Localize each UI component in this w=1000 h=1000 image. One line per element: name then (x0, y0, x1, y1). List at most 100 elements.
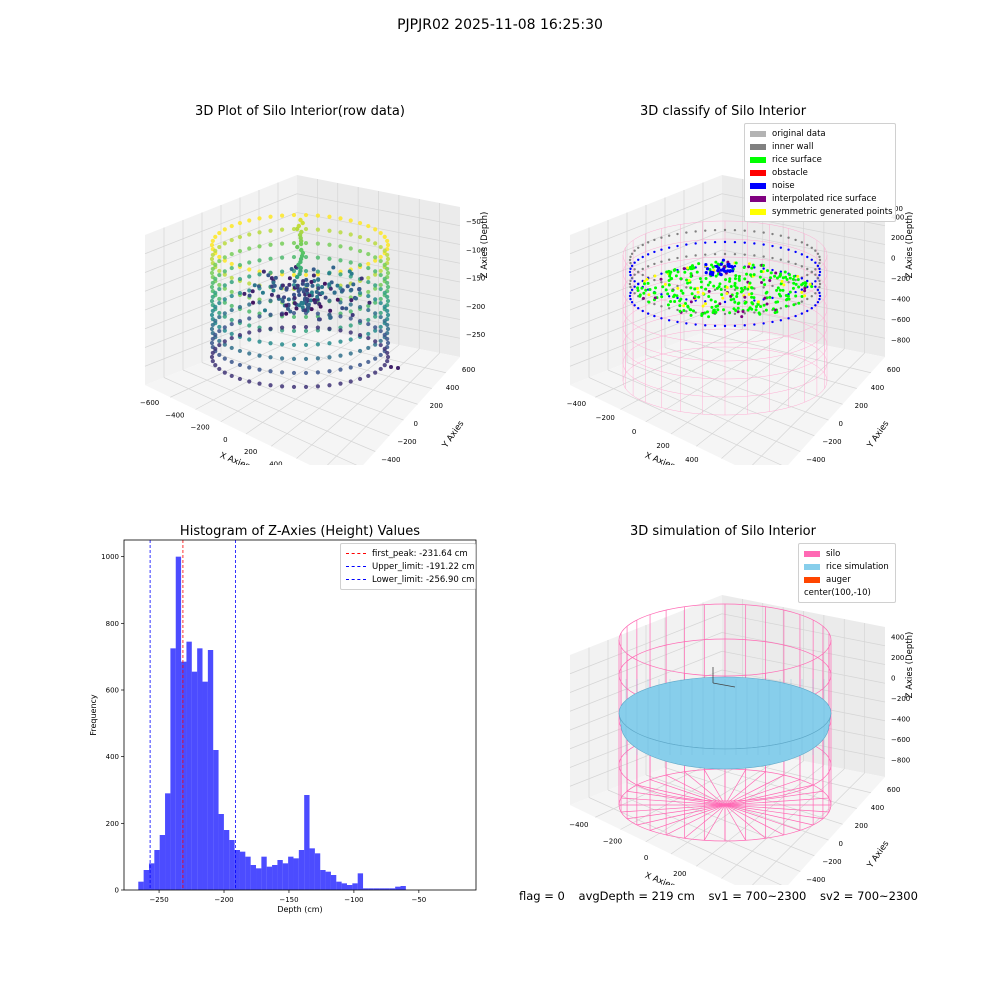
chart2-point (803, 289, 807, 293)
chart2-point (720, 293, 724, 297)
legend-label: first_peak: -231.64 cm (372, 548, 468, 559)
chart1-point (305, 288, 310, 293)
chart2-point (769, 271, 773, 275)
chart2-point (648, 287, 652, 291)
chart2-point (707, 295, 711, 299)
chart1-point (210, 252, 215, 258)
chart1-point (222, 258, 227, 263)
chart1-point (252, 283, 257, 288)
legend-label: obstacle (772, 167, 808, 178)
chart1-point (382, 346, 387, 352)
chart1-point (378, 300, 383, 306)
chart1-point (385, 326, 391, 332)
chart1-point (303, 226, 309, 232)
chart1-point (229, 237, 234, 243)
chart2-point (714, 260, 718, 264)
chart2-point (711, 265, 715, 269)
chart1-point (378, 366, 383, 372)
chart3-bar (363, 888, 369, 890)
chart2-point (794, 238, 797, 242)
chart2-point (818, 273, 821, 277)
chart2-point (788, 276, 792, 280)
chart2-point (636, 288, 640, 292)
chart3-bar (159, 835, 166, 890)
chart1-point (378, 244, 383, 250)
legend-label: inner wall (772, 141, 814, 152)
chart1-ztick: −200 (466, 303, 485, 311)
chart1-point (247, 351, 252, 356)
chart1-point (338, 258, 343, 263)
chart4-wire (704, 804, 726, 841)
chart2-point (653, 296, 657, 300)
chart2-point (743, 241, 746, 244)
chart1-point (327, 282, 332, 287)
chart2-point (654, 286, 658, 290)
chart2-point (733, 264, 737, 268)
chart2-point (711, 310, 715, 314)
chart2-point (644, 288, 648, 292)
chart2-point (666, 292, 670, 296)
chart1-point (338, 339, 343, 344)
chart2-point (806, 309, 809, 313)
chart2-ytick: 400 (871, 384, 884, 392)
chart1-point (213, 276, 218, 282)
chart1-point (222, 286, 227, 291)
chart1-point (373, 325, 378, 330)
chart3-bar (277, 860, 283, 890)
chart1-point (315, 294, 320, 299)
chart2-point (806, 273, 809, 277)
chart1-point (247, 232, 252, 237)
chart3-ytick: 400 (106, 753, 119, 761)
chart1-point (327, 271, 332, 276)
chart2-point (630, 301, 634, 304)
legend-label: symmetric generated points (772, 206, 893, 217)
chart1-point (373, 227, 378, 232)
chart2-zlabel: Z Axies (Depth) (905, 212, 915, 279)
chart2-point (700, 312, 704, 316)
chart2-point (730, 269, 735, 273)
chart2-point (641, 296, 645, 300)
chart4-wire (724, 804, 823, 820)
chart2-point (685, 286, 688, 289)
chart2-point (691, 309, 695, 313)
chart1-point (217, 282, 222, 288)
chart1-point (237, 332, 243, 338)
chart3-bar (293, 858, 299, 890)
chart1-point (247, 288, 252, 293)
chart1-point (378, 310, 383, 316)
chart4-ztick: −400 (891, 716, 910, 724)
chart1-point (373, 241, 378, 246)
chart4-ytick: 400 (871, 804, 884, 812)
chart4-xtick: 200 (673, 870, 686, 878)
chart1-point (256, 284, 261, 289)
chart1-point (373, 286, 378, 291)
chart3-bar (138, 881, 144, 890)
chart1-point (328, 315, 333, 320)
chart1-point (229, 359, 234, 365)
chart2-point (699, 280, 703, 284)
chart1-point (222, 311, 227, 316)
chart1-point (280, 283, 285, 288)
legend-label: noise (772, 180, 795, 191)
chart1-point (247, 337, 252, 342)
chart1-point (366, 303, 371, 309)
chart2-point (704, 276, 708, 280)
chart2-point (641, 243, 644, 247)
sv1-text: sv1 = 700~2300 (708, 889, 807, 903)
chart1-point (327, 355, 332, 360)
chart2-point (750, 286, 754, 290)
chart1-point (385, 350, 390, 356)
chart2-point (768, 276, 772, 280)
chart2-point (660, 260, 663, 263)
chart1-title: 3D Plot of Silo Interior(row data) (195, 104, 405, 119)
chart1-point (348, 323, 353, 328)
chart1-point (378, 314, 383, 320)
chart2-point (716, 262, 720, 266)
chart1-point (305, 283, 310, 288)
chart2-point (712, 284, 716, 288)
chart2-point (762, 322, 765, 325)
chart1-point (366, 359, 371, 365)
chart1-point (292, 292, 297, 297)
chart2-point (717, 266, 721, 270)
chart1-point (237, 290, 243, 296)
